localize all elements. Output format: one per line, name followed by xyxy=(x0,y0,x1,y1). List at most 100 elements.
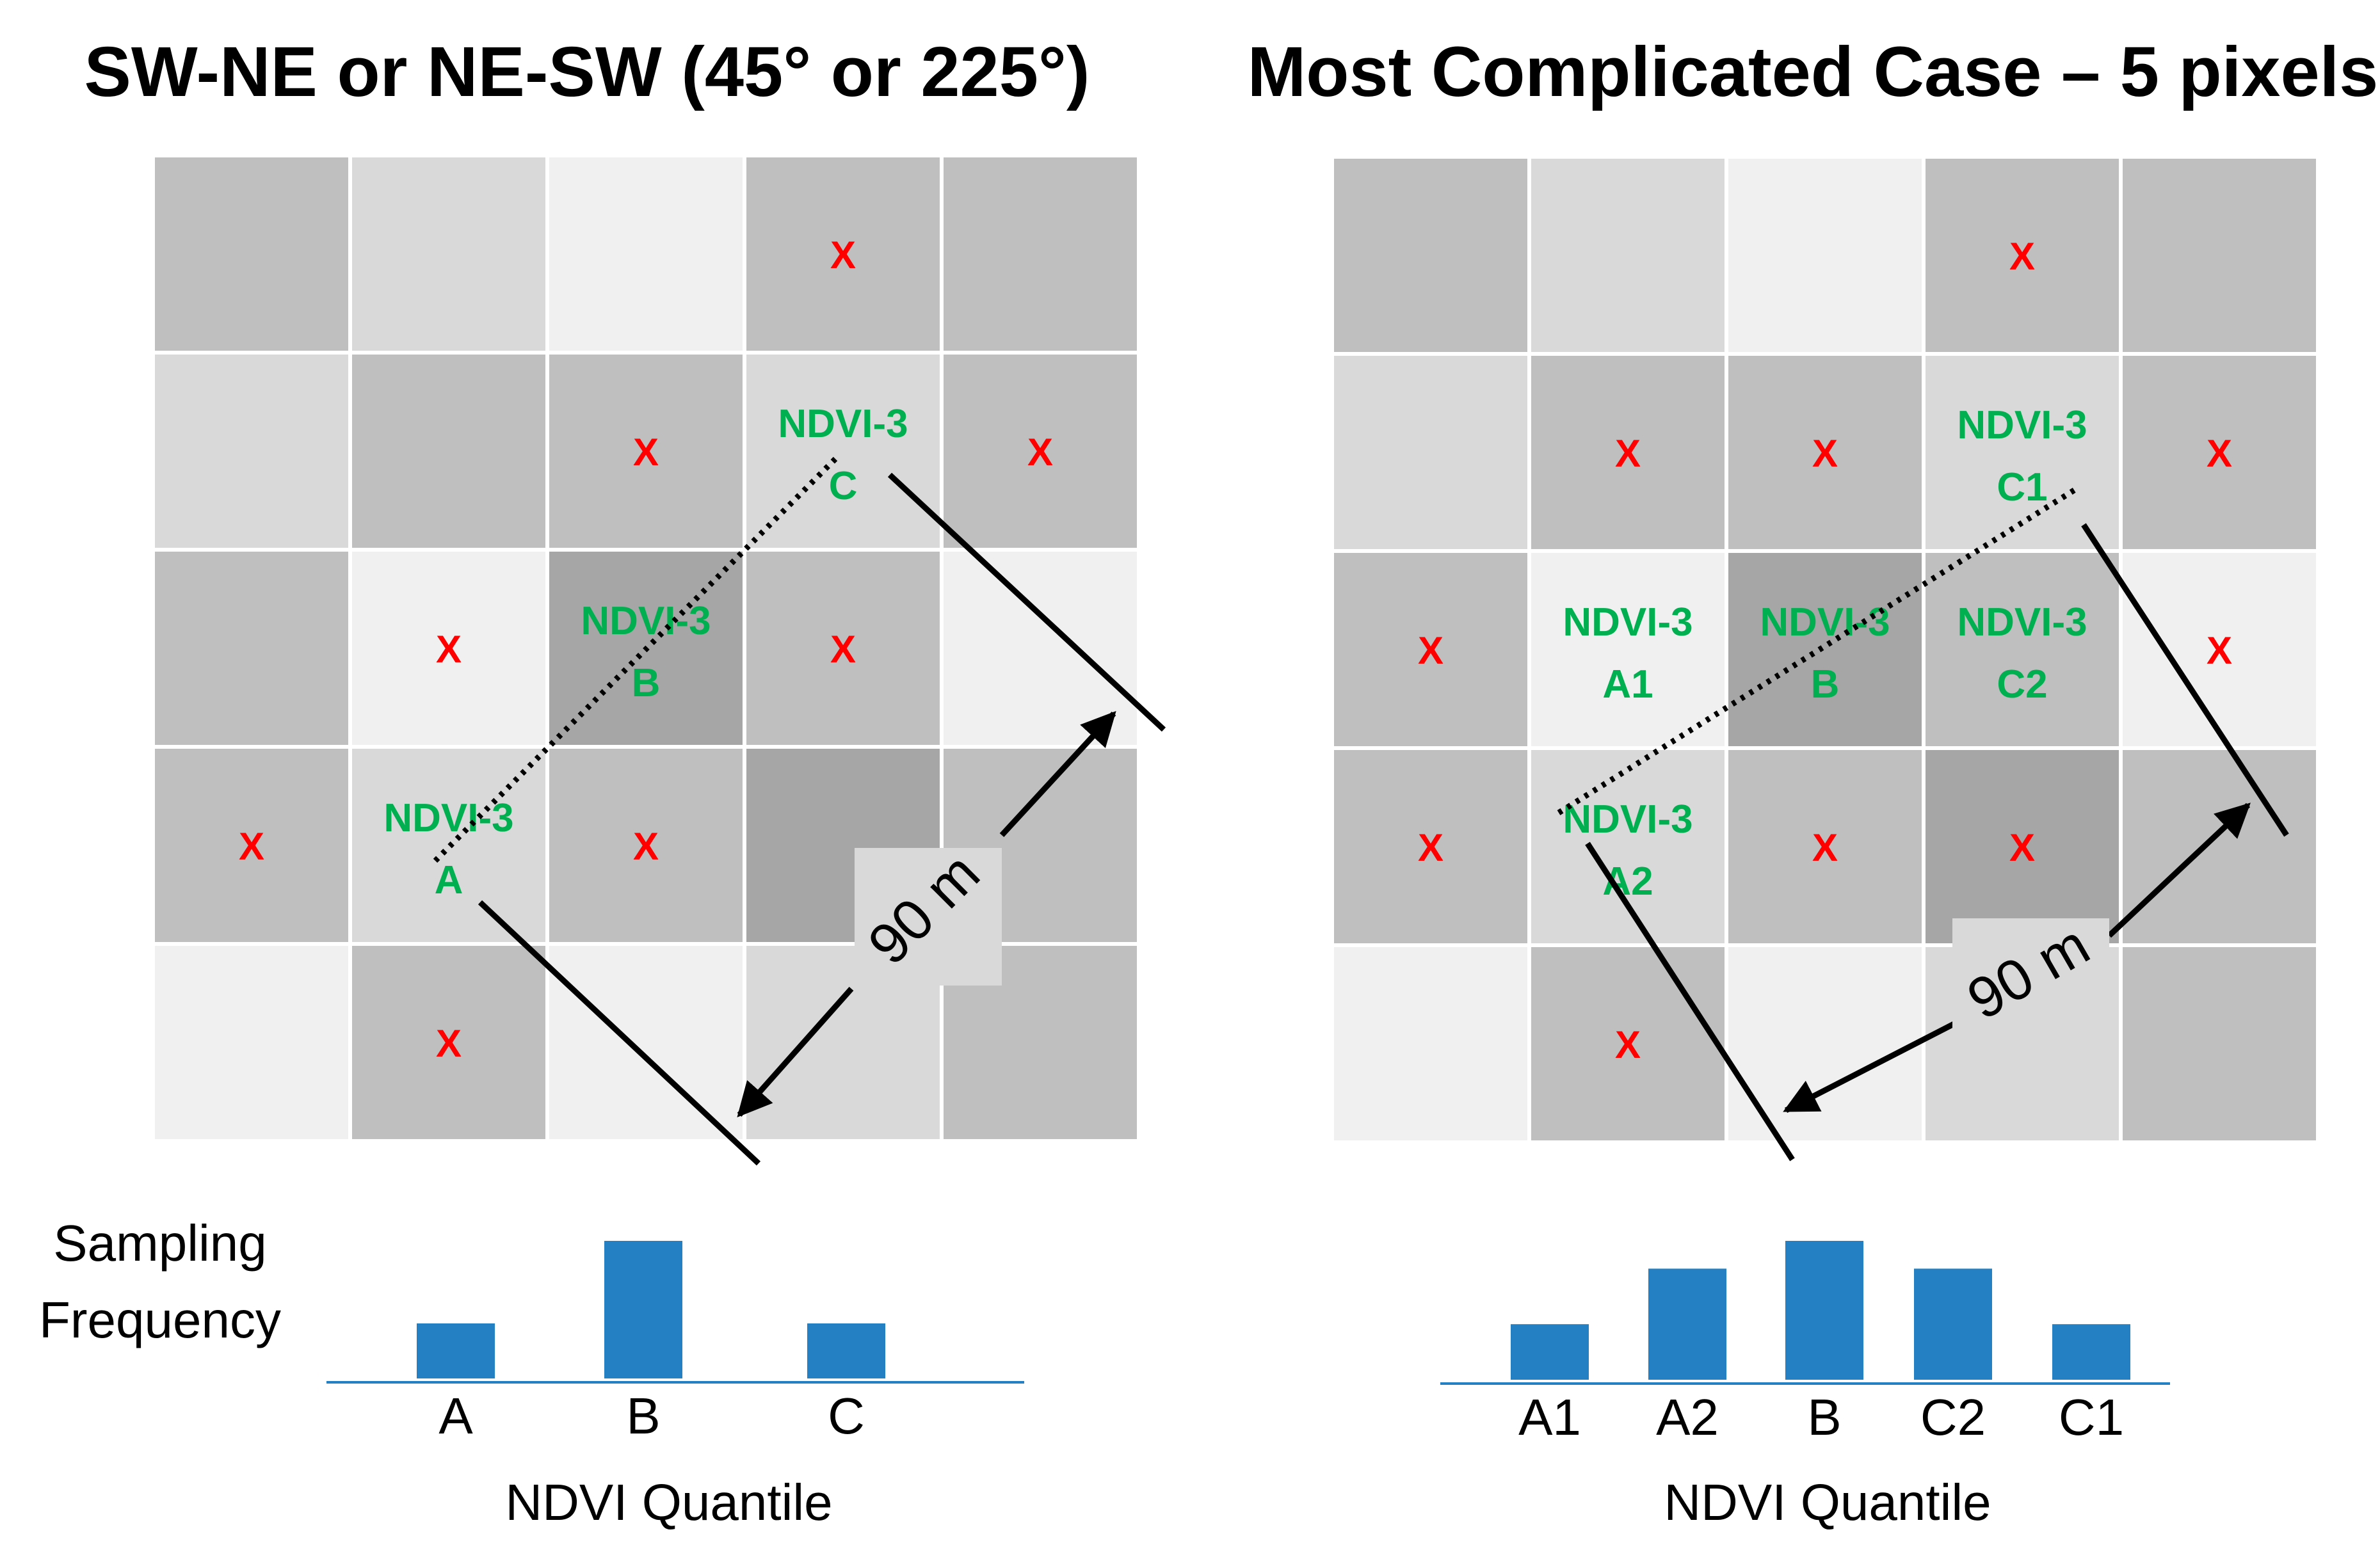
left-grid-cell-r4c0 xyxy=(155,946,348,1139)
x-mark-icon: X xyxy=(2207,432,2232,475)
right-bar-C1 xyxy=(2052,1324,2130,1380)
left-grid-cell-r1c2 xyxy=(549,355,743,548)
right-grid-cell-r2c4 xyxy=(2123,553,2316,746)
right-grid-cell-r4c4 xyxy=(2123,947,2316,1140)
right-grid-cell-r3c4 xyxy=(2123,750,2316,943)
right-tick-label-A1: A1 xyxy=(1518,1389,1581,1446)
right-grid-cell-r3c1 xyxy=(1531,750,1725,943)
right-grid-cell-r4c0 xyxy=(1334,947,1527,1140)
left-ndvi-label-line2: B xyxy=(632,661,661,705)
right-grid-cell-r4c2 xyxy=(1728,947,1922,1140)
right-tick-label-B: B xyxy=(1807,1389,1841,1446)
left-grid-cell-r2c3 xyxy=(746,552,940,745)
left-frequency-chart: A B C xyxy=(326,1241,1024,1444)
x-mark-icon: X xyxy=(2009,826,2035,869)
x-mark-icon: X xyxy=(830,234,856,276)
right-ndvi-label-line2: B xyxy=(1811,662,1840,707)
right-grid-cell-r0c0 xyxy=(1334,159,1527,352)
left-x-marks: X X X X X X X X xyxy=(239,234,1053,1065)
left-grid-cell-r0c4 xyxy=(944,157,1137,351)
x-mark-icon: X xyxy=(1812,826,1838,869)
right-tick-label-C1: C1 xyxy=(2059,1389,2124,1446)
left-ndvi-label-line2: C xyxy=(829,464,858,508)
left-grid-cell-r3c1 xyxy=(352,749,545,942)
left-distance-arrow-upper xyxy=(999,711,1116,838)
left-pixel-grid xyxy=(155,157,1137,1139)
left-panel: SW-NE or NE-SW (45° or 225°) X X X X X X X X ND… xyxy=(39,33,1166,1531)
x-mark-icon: X xyxy=(633,431,659,474)
right-grid-cell-r1c4 xyxy=(2123,356,2316,549)
left-grid-cell-r1c0 xyxy=(155,355,348,548)
left-window-edge-sw xyxy=(478,900,761,1166)
right-ndvi-label-line2: A1 xyxy=(1602,662,1653,707)
x-mark-icon: X xyxy=(1615,432,1641,475)
right-x-marks: X X X X X X X X X X xyxy=(1418,235,2232,1066)
left-grid-cell-r0c3 xyxy=(746,157,940,351)
x-mark-icon: X xyxy=(2009,235,2035,278)
right-distance-label-backing xyxy=(1952,918,2109,1037)
left-grid-cell-r1c4 xyxy=(944,355,1137,548)
x-mark-icon: X xyxy=(1027,431,1053,474)
right-grid-cell-r0c3 xyxy=(1926,159,2119,352)
right-grid-cell-r3c2 xyxy=(1728,750,1922,943)
right-tick-label-A2: A2 xyxy=(1656,1389,1719,1446)
left-grid-cell-r1c1 xyxy=(352,355,545,548)
right-frequency-chart: A1 A2 B C2 C1 xyxy=(1440,1241,2170,1446)
right-distance-arrow-lower xyxy=(1783,1018,1962,1114)
left-distance-arrow-lower xyxy=(737,987,854,1118)
right-bar-C2 xyxy=(1914,1268,1992,1380)
left-bar-A xyxy=(417,1323,495,1378)
x-mark-icon: X xyxy=(1418,629,1443,672)
x-mark-icon: X xyxy=(436,628,462,671)
left-tick-label-A: A xyxy=(438,1387,473,1444)
right-panel-title: Most Complicated Case – 5 pixels xyxy=(1248,33,2379,111)
left-sampling-transect xyxy=(433,453,841,863)
left-x-axis-label: NDVI Quantile xyxy=(505,1474,832,1531)
right-distance-arrow-upper xyxy=(2107,802,2251,938)
left-grid-cell-r4c1 xyxy=(352,946,545,1139)
left-grid-cell-r3c2 xyxy=(549,749,743,942)
right-panel: Most Complicated Case – 5 pixels X X X X X X X… xyxy=(1248,33,2379,1531)
right-grid-cell-r4c1 xyxy=(1531,947,1725,1140)
left-tick-label-B: B xyxy=(626,1387,660,1444)
left-panel-title: SW-NE or NE-SW (45° or 225°) xyxy=(84,33,1090,111)
right-grid-cell-r1c0 xyxy=(1334,356,1527,549)
left-grid-cell-r3c0 xyxy=(155,749,348,942)
right-grid-cell-r3c3 xyxy=(1926,750,2119,943)
right-grid-cell-r2c0 xyxy=(1334,553,1527,746)
left-grid-cell-r4c2 xyxy=(549,946,743,1139)
right-bar-A1 xyxy=(1511,1324,1589,1380)
left-bar-C xyxy=(807,1323,885,1378)
right-ndvi-label-line1: NDVI-3 xyxy=(1563,797,1693,842)
x-mark-icon: X xyxy=(239,825,264,868)
left-grid-cell-r0c2 xyxy=(549,157,743,351)
left-window-edge-ne xyxy=(887,472,1166,732)
right-grid-cell-r0c4 xyxy=(2123,159,2316,352)
left-ndvi-label-line2: A xyxy=(435,858,463,902)
left-distance-label-backing xyxy=(855,848,1002,986)
right-grid-cell-r2c2 xyxy=(1728,553,1922,746)
right-grid-cell-r0c1 xyxy=(1531,159,1725,352)
right-grid-cell-r1c1 xyxy=(1531,356,1725,549)
right-bar-A2 xyxy=(1648,1268,1726,1380)
right-grid-cell-r1c3 xyxy=(1926,356,2119,549)
right-ndvi-label-line1: NDVI-3 xyxy=(1760,600,1890,644)
right-grid-cell-r2c1 xyxy=(1531,553,1725,746)
right-grid-cell-r3c0 xyxy=(1334,750,1527,943)
right-tick-label-C2: C2 xyxy=(1920,1389,1986,1446)
right-ndvi-label-line1: NDVI-3 xyxy=(1957,600,2087,644)
right-grid-cell-r1c2 xyxy=(1728,356,1922,549)
left-y-axis-label-line2: Frequency xyxy=(39,1291,281,1348)
right-grid-cell-r2c3 xyxy=(1926,553,2119,746)
left-grid-cell-r2c1 xyxy=(352,552,545,745)
x-mark-icon: X xyxy=(1615,1023,1641,1066)
right-ndvi-label-line2: C1 xyxy=(1997,465,2047,509)
left-y-axis-label-line1: Sampling xyxy=(53,1215,267,1272)
right-ndvi-label-line1: NDVI-3 xyxy=(1563,600,1693,644)
left-tick-label-C: C xyxy=(828,1387,865,1444)
x-mark-icon: X xyxy=(2207,629,2232,672)
right-x-axis-label: NDVI Quantile xyxy=(1664,1474,1991,1531)
